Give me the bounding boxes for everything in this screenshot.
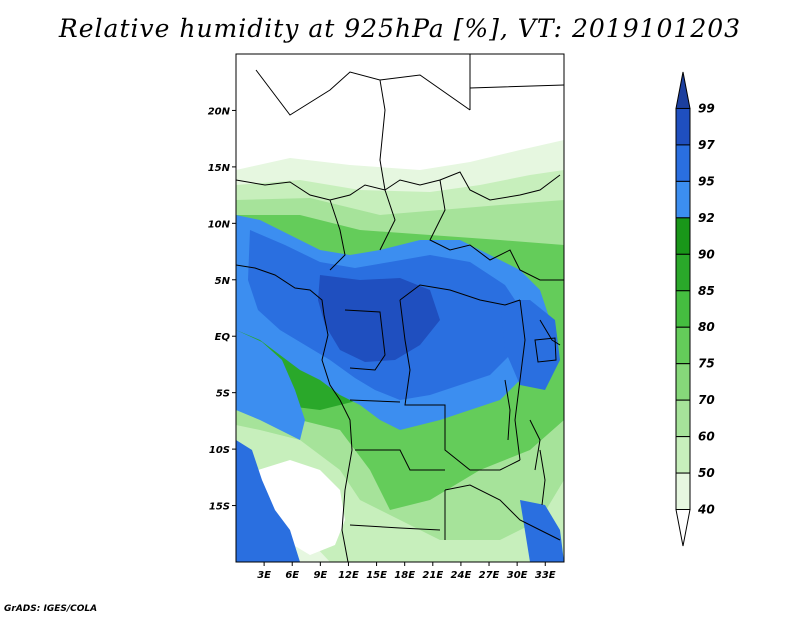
lat-tick-label: 5N (215, 276, 231, 287)
map-frame (235, 53, 565, 563)
lon-tick-label: 3E (257, 570, 271, 581)
colorbar-segment (675, 472, 691, 511)
colorbar-segment (675, 144, 691, 182)
lon-tick-label: 24E (451, 570, 472, 581)
colorbar-label: 40 (697, 503, 715, 517)
colorbar-label: 85 (698, 284, 715, 298)
lat-tick-label: 15S (209, 502, 230, 513)
colorbar-segment (675, 71, 691, 109)
colorbar-segment (675, 107, 691, 146)
colorbar-segment (675, 509, 691, 547)
border-sahel (236, 171, 561, 201)
map-border (235, 53, 565, 563)
colorbar-label: 60 (698, 430, 715, 444)
lon-tick-label: 9E (313, 570, 327, 581)
lat-tick-label: 5S (216, 389, 230, 400)
longitude-axis: 3E 6E 9E 12E 15E 18E 21E 24E 27E 30E 33E (257, 562, 556, 581)
border-congo (344, 284, 521, 471)
grads-credit: GrADS: IGES/COLA (4, 604, 98, 614)
lon-tick-label: 6E (285, 570, 299, 581)
lat-tick-label: 20N (208, 106, 231, 117)
colorbar-segment (675, 217, 691, 255)
lake-victoria (534, 337, 557, 363)
lake-tanganyika (504, 379, 511, 441)
lon-tick-label: 12E (338, 570, 359, 581)
map-title: Relative humidity at 925hPa [%], VT: 201… (58, 14, 742, 43)
colorbar-label: 99 (698, 101, 715, 115)
border-sahara-north (255, 54, 564, 191)
humidity-zone-coast-south (236, 440, 300, 562)
latitude-axis: 20N 15N 10N 5N EQ 5S 10S 15S (208, 106, 236, 513)
colorbar-segment (675, 326, 691, 365)
humidity-zone-ocean (236, 330, 305, 440)
lat-tick-label: EQ (215, 332, 231, 343)
colorbar-label: 80 (698, 320, 715, 334)
colorbar-label: 70 (698, 393, 715, 407)
lon-tick-label: 21E (422, 570, 443, 581)
lon-tick-label: 18E (394, 570, 415, 581)
country-borders (236, 54, 564, 562)
colorbar-segment (675, 253, 691, 292)
colorbar-segment (675, 363, 691, 401)
lat-tick-label: 15N (208, 163, 231, 174)
colorbar-label: 50 (698, 466, 715, 480)
colorbar-segment (675, 290, 691, 328)
lon-tick-label: 27E (479, 570, 500, 581)
colorbar-segment (675, 180, 691, 219)
lon-tick-label: 33E (535, 570, 556, 581)
lat-tick-label: 10N (208, 219, 231, 230)
humidity-zone-east (500, 300, 560, 390)
humidity-zone-99 (318, 275, 440, 362)
lat-tick-label: 10S (209, 445, 230, 456)
colorbar-segment (675, 436, 691, 474)
colorbar-label: 92 (698, 211, 715, 225)
lon-tick-label: 30E (507, 570, 528, 581)
colorbar-label: 95 (698, 174, 715, 188)
border-east (514, 299, 561, 471)
border-central (329, 179, 564, 281)
humidity-field (236, 140, 564, 562)
lon-tick-label: 15E (366, 570, 387, 581)
colorbar-label: 75 (698, 357, 715, 371)
coastline-west-africa (236, 264, 353, 562)
border-south (349, 399, 561, 541)
colorbar-segment (675, 399, 691, 438)
colorbar-label: 97 (698, 138, 715, 152)
colorbar-label: 90 (698, 247, 715, 261)
colorbar: 99 97 95 92 90 85 80 75 70 60 50 40 (675, 71, 715, 547)
lake-malawi (539, 449, 546, 506)
